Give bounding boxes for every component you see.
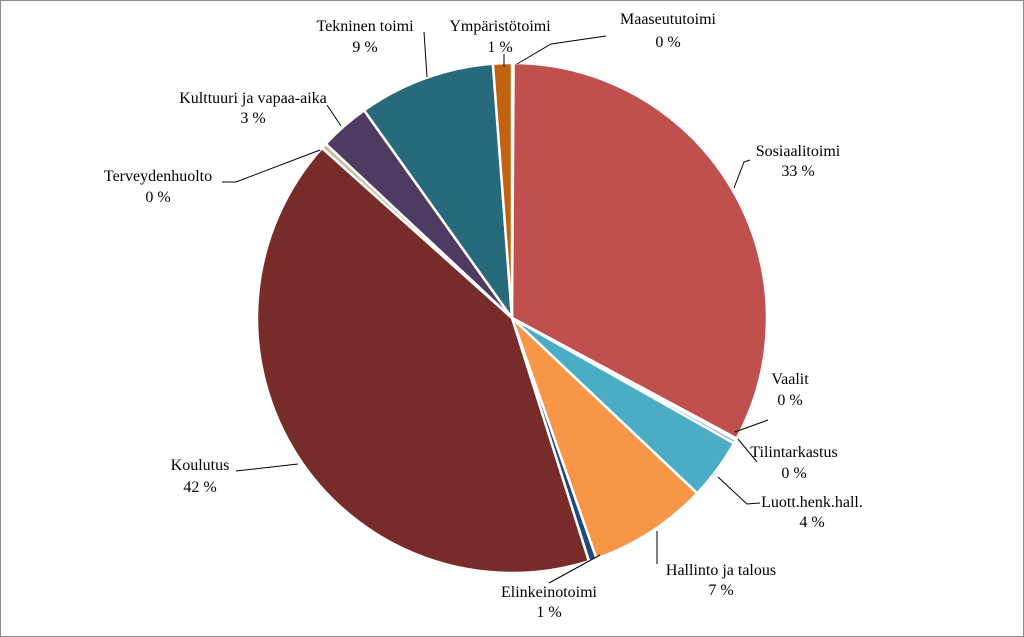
slice-label-elinkeinotoimi: Elinkeinotoimi [501, 584, 598, 601]
slice-label-kulttuuri-ja-vapaa-aika: Kulttuuri ja vapaa-aika [179, 90, 327, 107]
slice-percent-ymparistotoimi: 1 % [487, 39, 512, 56]
slice-percent-koulutus: 42 % [183, 479, 216, 496]
slice-label-tekninen-toimi: Tekninen toimi [316, 18, 414, 35]
slice-percent-tekninen-toimi: 9 % [352, 39, 377, 56]
slice-label-hallinto-ja-talous: Hallinto ja talous [666, 562, 776, 579]
slice-label-luott-henk-hall: Luott.henk.hall. [761, 494, 863, 511]
slice-label-koulutus: Koulutus [171, 457, 230, 474]
leader-line-sosiaalitoimi [733, 159, 751, 189]
slice-percent-terveydenhuolto: 0 % [145, 189, 170, 206]
leader-lines [222, 31, 769, 584]
leader-line-luott-henk-hall [717, 476, 761, 505]
slice-percent-elinkeinotoimi: 1 % [536, 604, 561, 621]
pie-slice-ymparistotoimi [491, 61, 514, 320]
slice-percent-tilintarkastus: 0 % [781, 465, 806, 482]
slice-percent-luott-henk-hall: 4 % [799, 514, 824, 531]
pie-slice-tekninen-toimi [362, 62, 514, 320]
slice-label-maaseututoimi: Maaseututoimi [620, 11, 717, 28]
leader-line-tekninen-toimi [423, 31, 428, 78]
slice-percent-sosiaalitoimi: 33 % [781, 163, 814, 180]
slice-percent-vaalit: 0 % [777, 392, 802, 409]
slice-labels: Maaseututoimi 0 % Sosiaalitoimi 33 % Vaalit 0… [104, 11, 863, 621]
slice-label-tilintarkastus: Tilintarkastus [750, 444, 837, 461]
slice-label-sosiaalitoimi: Sosiaalitoimi [756, 143, 841, 160]
leader-line-vaalit [734, 419, 769, 433]
leader-line-kulttuuri-ja-vapaa-aika [326, 104, 342, 127]
slice-percent-hallinto-ja-talous: 7 % [708, 582, 733, 599]
slice-percent-kulttuuri-ja-vapaa-aika: 3 % [240, 110, 265, 127]
slice-percent-maaseututoimi: 0 % [655, 34, 680, 51]
leader-line-tilintarkastus [737, 438, 758, 463]
pie-slices [255, 61, 769, 575]
pie-slice-hallinto-ja-talous [510, 316, 699, 560]
leader-line-maaseututoimi [516, 35, 607, 65]
pie-slice-koulutus [255, 146, 591, 575]
leader-line-elinkeinotoimi [548, 554, 601, 584]
leader-line-terveydenhuolto [222, 149, 321, 183]
slice-label-vaalit: Vaalit [771, 371, 809, 388]
slice-label-ymparistotoimi: Ympäristötoimi [449, 18, 551, 35]
slice-label-terveydenhuolto: Terveydenhuolto [104, 168, 212, 185]
leader-line-koulutus [235, 463, 299, 472]
pie-slice-sosiaalitoimi [510, 61, 769, 440]
